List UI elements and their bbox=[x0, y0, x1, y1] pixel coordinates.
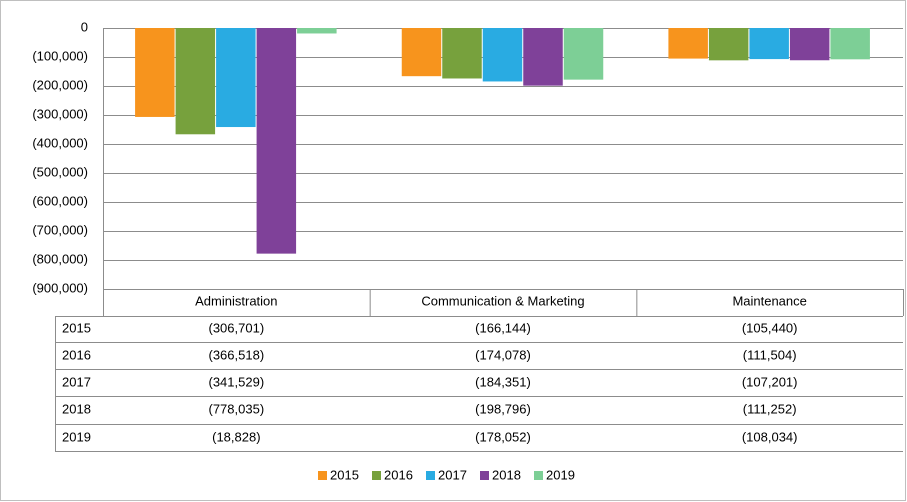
table-row-label: 2016 bbox=[62, 347, 91, 362]
table-cell: (111,252) bbox=[743, 401, 797, 416]
bar bbox=[256, 28, 297, 254]
legend-label: 2017 bbox=[438, 467, 467, 482]
table-cell: (108,034) bbox=[742, 429, 798, 444]
table-cell: (105,440) bbox=[742, 320, 798, 335]
table-cell: (174,078) bbox=[475, 347, 531, 362]
bar bbox=[749, 28, 789, 60]
bar bbox=[482, 28, 523, 82]
bar bbox=[135, 28, 175, 117]
bar bbox=[216, 28, 256, 128]
table-row-label: 2019 bbox=[62, 429, 91, 444]
y-tick-label: (600,000) bbox=[32, 193, 88, 208]
table-cell: (18,828) bbox=[212, 429, 260, 444]
table-cell: (341,529) bbox=[209, 374, 265, 389]
table-cell: (107,201) bbox=[742, 374, 798, 389]
bar bbox=[830, 28, 870, 60]
table-cell: (166,144) bbox=[475, 320, 531, 335]
table-cell: (184,351) bbox=[475, 374, 531, 389]
y-tick-label: (100,000) bbox=[32, 48, 88, 63]
legend-label: 2015 bbox=[330, 467, 359, 482]
table-row-label: 2018 bbox=[62, 401, 91, 416]
table-cell: (778,035) bbox=[209, 401, 265, 416]
legend-swatch bbox=[480, 471, 489, 480]
x-tick-label: Communication & Marketing bbox=[421, 293, 584, 308]
bar bbox=[297, 28, 337, 34]
bar bbox=[708, 28, 749, 61]
x-tick-label: Maintenance bbox=[732, 293, 806, 308]
y-tick-label: (700,000) bbox=[32, 222, 88, 237]
legend-label: 2016 bbox=[384, 467, 413, 482]
legend-swatch bbox=[426, 471, 435, 480]
y-tick-label: (200,000) bbox=[32, 77, 88, 92]
legend-swatch bbox=[372, 471, 381, 480]
table-row-label: 2017 bbox=[62, 374, 91, 389]
legend-label: 2018 bbox=[492, 467, 521, 482]
table-row-label: 2015 bbox=[62, 320, 91, 335]
legend-swatch bbox=[534, 471, 543, 480]
bar bbox=[523, 28, 563, 86]
bar bbox=[789, 28, 830, 61]
y-tick-label: (800,000) bbox=[32, 251, 88, 266]
y-tick-label: (500,000) bbox=[32, 164, 88, 179]
y-tick-label: (300,000) bbox=[32, 106, 88, 121]
bar bbox=[175, 28, 216, 135]
bar bbox=[563, 28, 604, 80]
x-tick-label: Administration bbox=[195, 293, 277, 308]
legend-label: 2019 bbox=[546, 467, 575, 482]
bar bbox=[401, 28, 442, 77]
table-cell: (366,518) bbox=[209, 347, 265, 362]
y-tick-label: 0 bbox=[81, 19, 88, 34]
y-tick-label: (400,000) bbox=[32, 135, 88, 150]
table-cell: (178,052) bbox=[475, 429, 531, 444]
table-cell: (111,504) bbox=[743, 347, 797, 362]
bar bbox=[668, 28, 708, 59]
bar bbox=[442, 28, 482, 79]
legend-swatch bbox=[318, 471, 327, 480]
table-cell: (306,701) bbox=[209, 320, 265, 335]
table-cell: (198,796) bbox=[475, 401, 531, 416]
y-tick-label: (900,000) bbox=[32, 280, 88, 295]
